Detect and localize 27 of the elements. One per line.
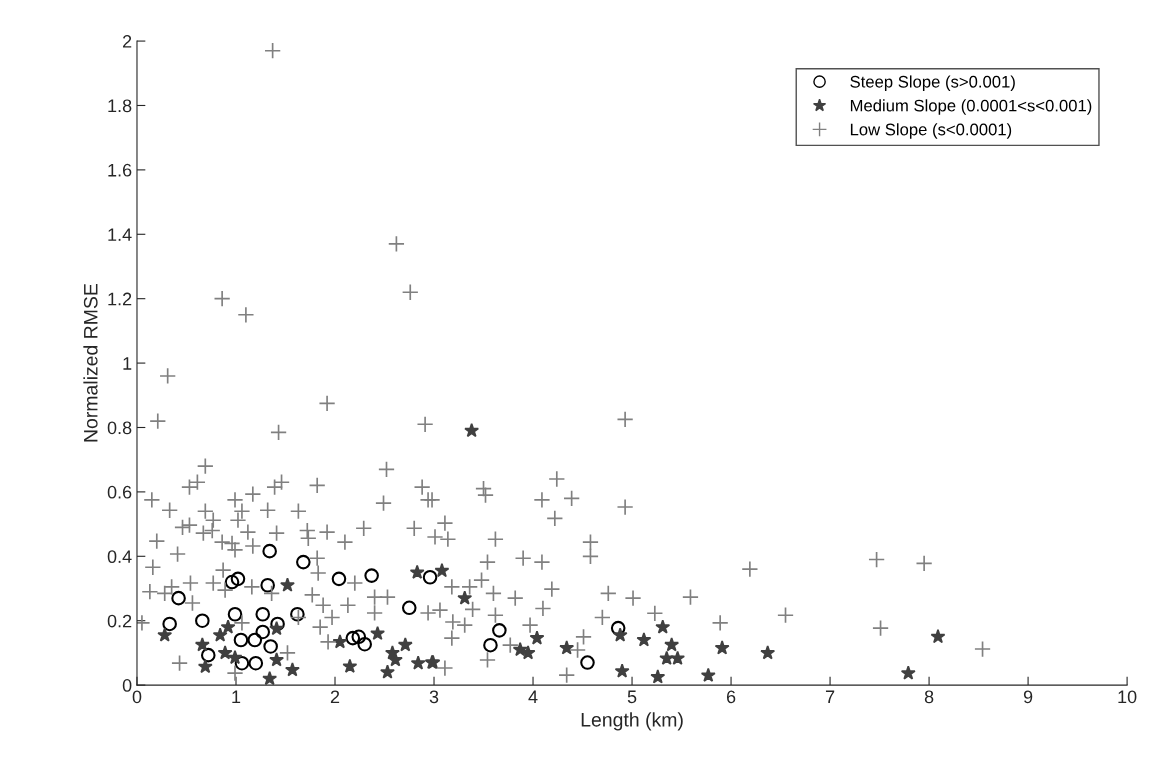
y-tick-label: 1.8 — [108, 99, 132, 113]
x-tick-label: 6 — [726, 690, 736, 704]
y-tick-label: 1.4 — [108, 228, 132, 241]
y-axis-title: Normalized RMSE — [83, 283, 98, 442]
x-tick-label: 10 — [1118, 690, 1137, 704]
x-tick-label: 3 — [429, 690, 439, 704]
y-tick-label: 0.4 — [107, 550, 132, 564]
x-tick-label: 2 — [330, 690, 340, 704]
y-tick-label: 0.6 — [107, 485, 132, 499]
y-tick-label: 1.2 — [108, 292, 132, 306]
y-tick-label: 1.6 — [108, 163, 132, 177]
y-tick-label: 0 — [122, 679, 132, 692]
x-tick-label: 4 — [528, 690, 538, 704]
legend-label: Low Slope (s<0.0001) — [850, 123, 1012, 139]
x-tick-label: 7 — [825, 690, 835, 704]
legend-label: Steep Slope (s>0.001) — [850, 75, 1015, 91]
x-tick-label: 8 — [924, 690, 934, 704]
legend-label: Medium Slope (0.0001<s<0.001) — [850, 99, 1092, 115]
x-tick-label: 9 — [1023, 690, 1033, 704]
x-tick-label: 5 — [627, 690, 637, 704]
x-axis-title: Length (km) — [581, 712, 683, 731]
y-tick-label: 0.8 — [107, 421, 132, 435]
x-tick-label: 0 — [132, 690, 142, 704]
x-tick-label: 1 — [232, 690, 241, 704]
y-tick-label: 1 — [123, 357, 132, 370]
y-tick-label: 2 — [122, 35, 132, 48]
y-tick-label: 0.2 — [107, 614, 132, 628]
